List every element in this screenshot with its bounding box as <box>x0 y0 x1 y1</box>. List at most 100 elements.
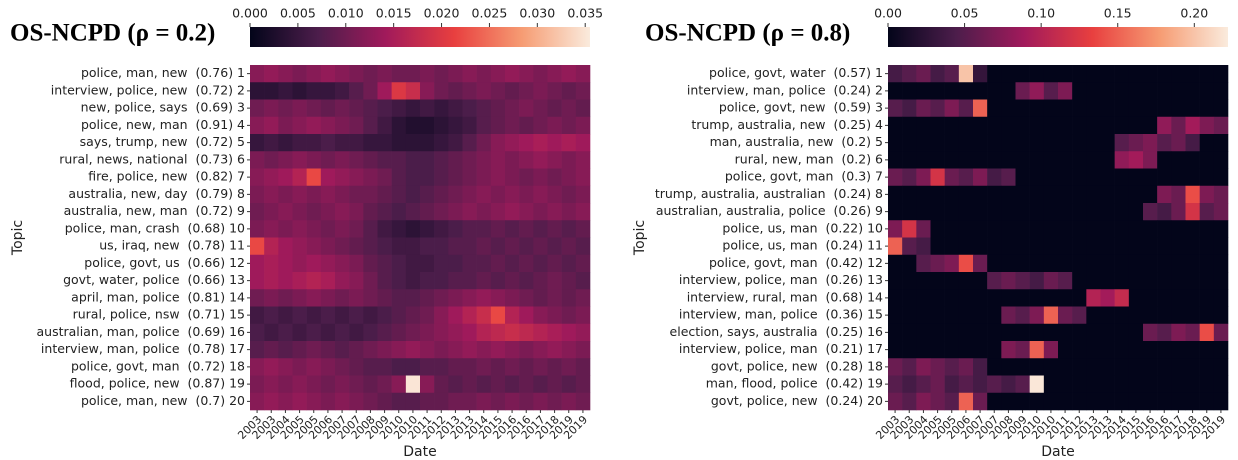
heatmap-cell <box>349 134 364 152</box>
heatmap-cell <box>888 392 903 411</box>
heatmap-cell <box>930 82 945 100</box>
heatmap-cell <box>1001 151 1016 169</box>
heatmap-cell <box>1199 185 1215 204</box>
heatmap-cell <box>1072 151 1087 169</box>
heatmap-cell <box>476 168 492 187</box>
heatmap-cell <box>916 392 931 411</box>
heatmap-cell <box>1058 272 1073 290</box>
heatmap-cell <box>916 116 931 135</box>
heatmap-cell <box>1199 82 1215 100</box>
heatmap-cell <box>930 358 945 376</box>
heatmap-cell <box>391 306 407 325</box>
heatmap-cell <box>278 272 293 290</box>
heatmap-cell <box>1114 65 1130 83</box>
y-tick-label: interview, rural, man (0.68) 14 <box>687 289 883 304</box>
heatmap-cell <box>1100 116 1115 135</box>
heatmap-cell <box>519 306 534 325</box>
heatmap-cell <box>1213 99 1229 118</box>
heatmap-cell <box>490 289 506 307</box>
heatmap-cell <box>434 237 449 256</box>
heatmap-cell <box>1072 272 1087 290</box>
heatmap-cell <box>490 375 506 394</box>
heatmap-cell <box>519 82 534 100</box>
heatmap-cell <box>1213 392 1229 411</box>
heatmap-cell <box>1199 203 1215 221</box>
heatmap-cell <box>1100 220 1115 238</box>
heatmap-cell <box>930 151 945 169</box>
heatmap-cell <box>448 185 463 204</box>
heatmap-cell <box>320 203 336 221</box>
heatmap-cell <box>519 116 534 135</box>
heatmap-cell <box>561 392 577 411</box>
heatmap-cell <box>561 99 577 118</box>
heatmap-cell <box>1029 254 1045 273</box>
heatmap-cell <box>1100 254 1115 273</box>
heatmap-cell <box>377 306 392 325</box>
heatmap-cell <box>349 116 364 135</box>
heatmap-cell <box>420 65 435 83</box>
heatmap-cell <box>533 151 548 169</box>
heatmap-cell <box>561 185 577 204</box>
heatmap-cell <box>930 237 945 256</box>
heatmap-cell <box>264 134 279 152</box>
heatmap-cell <box>349 220 364 238</box>
heatmap-cell <box>292 116 307 135</box>
heatmap-cell <box>250 134 265 152</box>
heatmap-cell <box>278 237 293 256</box>
heatmap-cell <box>420 99 435 118</box>
heatmap-cell <box>519 272 534 290</box>
y-tick-label: police, man, new (0.76) 1 <box>81 65 245 80</box>
heatmap-cell <box>1199 99 1215 118</box>
y-tick-label: election, says, australia (0.25) 16 <box>670 324 884 339</box>
heatmap-cell <box>987 151 1002 169</box>
heatmap-cell <box>1157 289 1172 307</box>
heatmap-cell <box>561 341 577 359</box>
heatmap-cell <box>1072 358 1087 376</box>
heatmap-cell <box>973 65 988 83</box>
heatmap-cell <box>462 116 477 135</box>
heatmap-cell <box>1199 220 1215 238</box>
heatmap-cell <box>944 65 960 83</box>
heatmap-cell <box>405 65 421 83</box>
heatmap-cell <box>306 237 322 256</box>
heatmap-cell <box>902 358 917 376</box>
heatmap-cell <box>1213 65 1229 83</box>
heatmap-cell <box>958 168 974 187</box>
heatmap-cell <box>519 358 534 376</box>
heatmap-cell <box>320 272 336 290</box>
colorbar-tick-label: 0.030 <box>519 6 555 21</box>
heatmap-cell <box>987 392 1002 411</box>
heatmap-cell <box>335 289 350 307</box>
heatmap-cell <box>1001 116 1016 135</box>
heatmap-cell <box>1029 168 1045 187</box>
heatmap-cell <box>930 168 945 187</box>
heatmap-cell <box>1015 392 1030 411</box>
heatmap-cell <box>420 203 435 221</box>
heatmap-cell <box>888 306 903 325</box>
heatmap-cell <box>1058 289 1073 307</box>
heatmap-cell <box>902 272 917 290</box>
heatmap-cell <box>391 323 407 342</box>
heatmap-cell <box>1001 185 1016 204</box>
heatmap-cell <box>519 323 534 342</box>
heatmap-cell <box>987 99 1002 118</box>
chart-title: OS-NCPD (ρ = 0.2) <box>10 20 215 47</box>
heatmap-cell <box>391 272 407 290</box>
heatmap-cell <box>547 237 562 256</box>
heatmap-cell <box>476 99 492 118</box>
heatmap-cell <box>1171 220 1186 238</box>
heatmap-cell <box>320 341 336 359</box>
heatmap-cell <box>292 289 307 307</box>
heatmap-cell <box>1143 185 1158 204</box>
heatmap-cell <box>533 65 548 83</box>
heatmap-cell <box>916 134 931 152</box>
heatmap-cell <box>320 99 336 118</box>
heatmap-cell <box>1029 82 1045 100</box>
heatmap-cell <box>1143 220 1158 238</box>
heatmap-cell <box>944 203 960 221</box>
heatmap-cell <box>575 375 591 394</box>
heatmap-cell <box>519 289 534 307</box>
heatmap-cell <box>505 151 520 169</box>
heatmap-cell <box>420 168 435 187</box>
heatmap-cell <box>1128 323 1144 342</box>
